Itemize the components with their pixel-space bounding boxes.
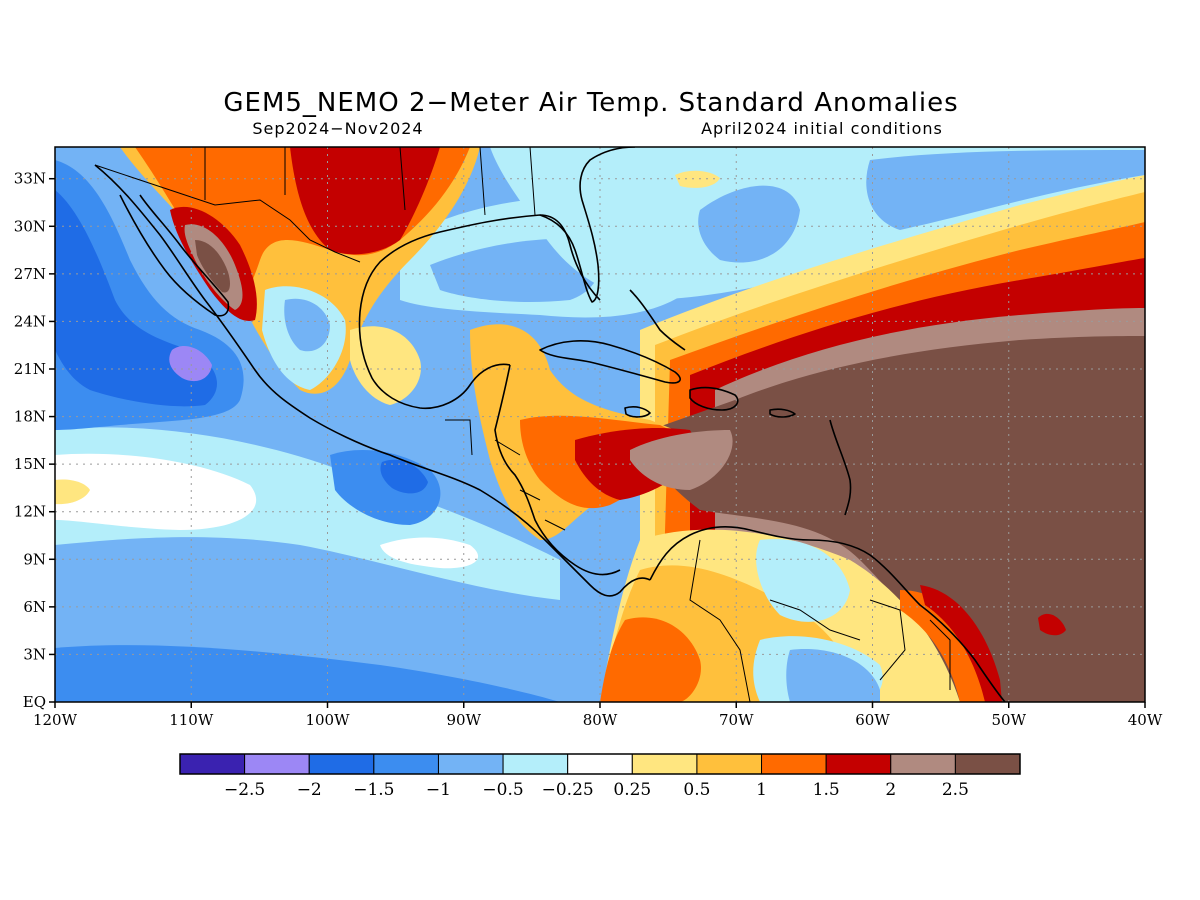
coastline-puerto-rico [769, 408, 796, 418]
field-pink-caribbean [630, 430, 733, 490]
colorbar-swatch [437, 753, 504, 775]
field-yellow-pacific-patch [55, 479, 90, 505]
lon-tick-label: 100W [305, 711, 350, 729]
colorbar-swatch [954, 753, 1021, 775]
field-yellow-gulf-patch [675, 170, 720, 188]
coastline-baja [119, 194, 230, 317]
coastline-jamaica [624, 406, 651, 418]
field-purple-patch [169, 345, 212, 382]
latitude-axis: EQ 3N 6N 9N 12N 15N 18N 21N 24N 27N 30N 33N [14, 170, 55, 711]
colorbar-label: −2.5 [224, 780, 265, 800]
coastline-bahamas [629, 289, 686, 351]
graticule [55, 147, 1145, 702]
coastline-north-america-pacific [94, 164, 651, 597]
field-blue-south-america [786, 649, 880, 702]
field-red-guiana-patch [1038, 613, 1066, 636]
colorbar-swatch [373, 753, 439, 775]
lat-tick-label: 18N [14, 408, 46, 426]
lat-tick-label: EQ [23, 693, 46, 711]
colorbar-label: 2.5 [942, 780, 969, 800]
figure-title: GEM5_NEMO 2−Meter Air Temp. Standard Ano… [223, 88, 958, 118]
field-yellow-yucatan [350, 326, 421, 405]
colorbar-label: −0.25 [542, 780, 594, 800]
border-us-states [204, 147, 536, 216]
coastline-hispaniola [689, 386, 739, 411]
colorbar-swatch [567, 753, 633, 775]
coastline-lesser-antilles [829, 419, 852, 516]
field-blue-mexico-central [284, 298, 330, 352]
colorbar-label: −2 [297, 780, 322, 800]
field-blue-gulf [430, 238, 601, 302]
lon-tick-label: 40W [1128, 711, 1163, 729]
field-white-patch-pacific-2 [380, 537, 479, 569]
colorbar-swatch [502, 753, 569, 775]
colorbar-label: −1 [426, 780, 451, 800]
colorbar-label: 0.5 [683, 780, 710, 800]
border-south-america [689, 539, 951, 702]
colorbar-swatch [696, 753, 763, 775]
field-white-patch-pacific [55, 453, 257, 530]
colorbar-swatch [825, 753, 892, 775]
coastline-central-america-caribbean [494, 364, 621, 576]
lat-tick-label: 12N [14, 503, 46, 521]
colorbar-label: −1.5 [353, 780, 394, 800]
coastlines [94, 147, 1006, 702]
lat-tick-label: 27N [14, 265, 46, 283]
colorbar-swatch [179, 753, 246, 775]
longitude-axis: 120W 110W 100W 90W 80W 70W 60W 50W 40W [33, 702, 1163, 729]
colorbar-swatch [308, 753, 375, 775]
coastline-florida [539, 147, 636, 303]
colorbar-label: 1.5 [813, 780, 840, 800]
coastline-gulf-of-mexico [358, 214, 601, 410]
colorbar-label: −0.5 [482, 780, 523, 800]
lat-tick-label: 3N [23, 645, 46, 663]
colorbar-frame [179, 753, 1021, 775]
lon-tick-label: 70W [719, 711, 754, 729]
field-blue-south-pacific [55, 645, 560, 702]
field-deep-blue-guatemala [380, 459, 428, 494]
field-brown-baja [195, 240, 230, 293]
field-blue-atlantic-patch [698, 185, 800, 263]
field-brown-atlantic [647, 336, 1145, 702]
lat-tick-label: 33N [14, 170, 46, 188]
colorbar-swatch [890, 753, 956, 775]
coastline-south-america-north [649, 525, 1006, 702]
colorbar-label: 2 [885, 780, 896, 800]
lon-tick-label: 110W [169, 711, 214, 729]
political-borders [94, 147, 951, 702]
field-redorange-guiana [900, 590, 995, 702]
colorbar-swatch [761, 753, 827, 775]
lat-tick-label: 6N [23, 598, 46, 616]
colorbar-label: 0.25 [613, 780, 651, 800]
lat-tick-label: 21N [14, 360, 46, 378]
field-red-guiana [920, 585, 1002, 702]
colorbar-label: 1 [756, 780, 767, 800]
border-us-mexico [94, 164, 361, 263]
field-blue-atlantic-north [866, 150, 1145, 230]
lon-tick-label: 80W [583, 711, 618, 729]
lon-tick-label: 120W [33, 711, 78, 729]
lat-tick-label: 9N [23, 550, 46, 568]
colorbar-swatch [631, 753, 698, 775]
border-central-america [445, 419, 566, 531]
lon-tick-label: 90W [446, 711, 481, 729]
map-area [55, 147, 1145, 702]
lat-tick-label: 15N [14, 455, 46, 473]
colorbar: −2.5 −2 −1.5 −1 −0.5 −0.25 0.25 0.5 1 1.5 2 2.5 [179, 753, 1021, 800]
lat-tick-label: 24N [14, 312, 46, 330]
subtitle-period: Sep2024−Nov2024 [252, 119, 423, 138]
subtitle-initial-conditions: April2024 initial conditions [701, 119, 943, 138]
lon-tick-label: 50W [991, 711, 1026, 729]
lat-tick-label: 30N [14, 217, 46, 235]
colorbar-swatch [244, 753, 310, 775]
coastline-cuba [539, 340, 681, 384]
lon-tick-label: 60W [855, 711, 890, 729]
field-darkorange-south-america [600, 617, 701, 702]
